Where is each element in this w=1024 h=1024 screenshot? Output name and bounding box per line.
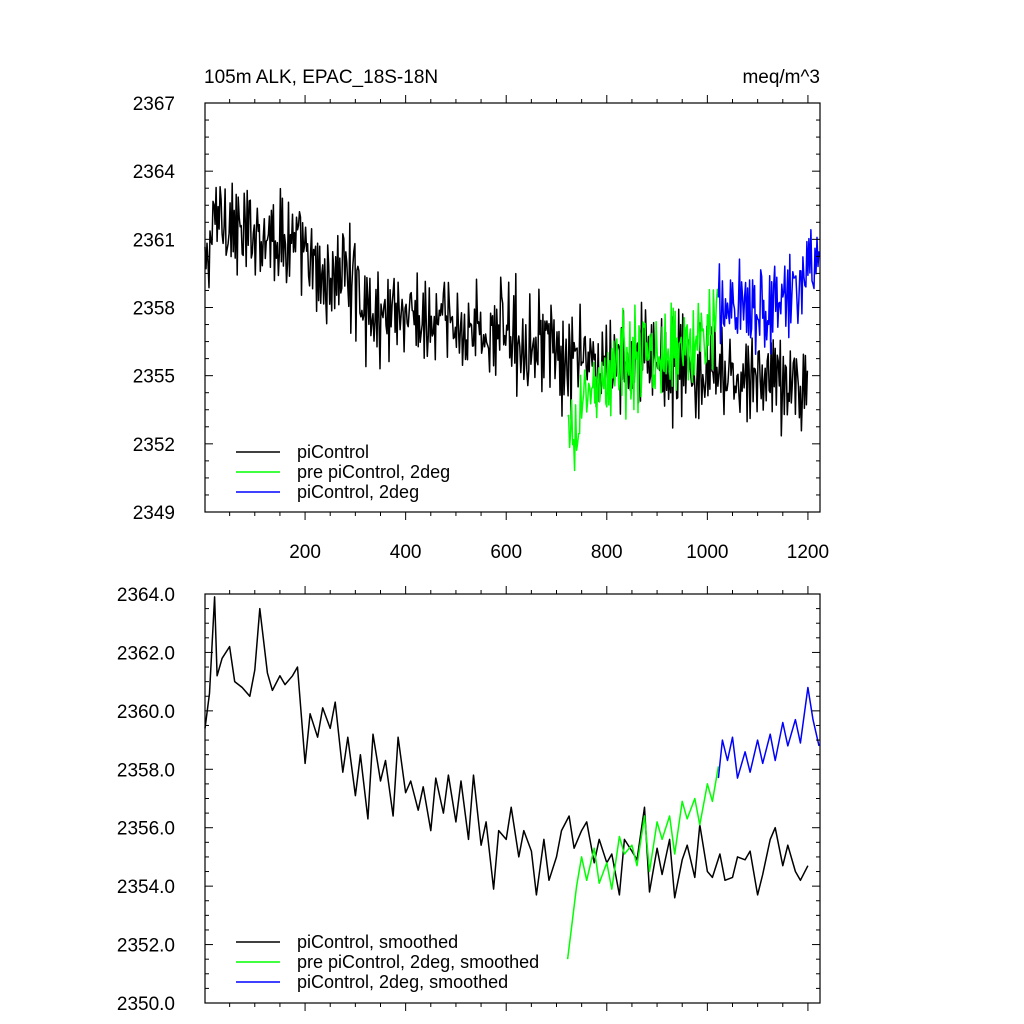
legend-label: pre piControl, 2deg xyxy=(297,462,450,482)
bottom-panel: 2350.0 2352.0 2354.0 2356.0 2358.0 2360.0 2362… xyxy=(117,585,821,1015)
legend-label: piControl xyxy=(297,442,369,462)
series-line-1 xyxy=(204,596,809,899)
series-lines xyxy=(204,182,820,472)
y-tick-label: 2367 xyxy=(133,94,175,115)
x-tick-label: 600 xyxy=(490,542,522,563)
series-lines xyxy=(204,596,820,960)
y-tick-label: 2360.0 xyxy=(117,702,175,723)
axis-tick-labels: 2350.0 2352.0 2354.0 2356.0 2358.0 2360.0 2362… xyxy=(117,585,175,1015)
y-tick-label: 2364.0 xyxy=(117,585,175,606)
series-line-3 xyxy=(717,228,820,356)
x-tick-label: 400 xyxy=(390,542,422,563)
legend-label: pre piControl, 2deg, smoothed xyxy=(297,952,539,972)
series-line-2 xyxy=(567,288,720,472)
y-tick-label: 2356.0 xyxy=(117,819,175,840)
y-tick-label: 2352.0 xyxy=(117,936,175,957)
chart-units: meq/m^3 xyxy=(742,67,820,88)
y-tick-label: 2349 xyxy=(133,503,175,524)
y-tick-label: 2358.0 xyxy=(117,760,175,781)
x-tick-label: 200 xyxy=(289,542,321,563)
y-tick-label: 2350.0 xyxy=(117,994,175,1015)
legend-label: piControl, 2deg xyxy=(297,482,419,502)
series-line-2 xyxy=(566,766,720,960)
x-tick-label: 800 xyxy=(591,542,623,563)
y-tick-label: 2354.0 xyxy=(117,877,175,898)
axis-tick-labels: 2349 2352 2355 2358 2361 2364 2367 200 400 600 800… xyxy=(133,94,829,563)
series-line-3 xyxy=(717,686,820,779)
y-tick-label: 2352 xyxy=(133,435,175,456)
y-tick-label: 2364 xyxy=(133,162,176,183)
top-panel: 105m ALK, EPAC_18S-18N meq/m^3 234923522… xyxy=(133,67,829,563)
x-tick-label: 1200 xyxy=(787,542,829,563)
axis-ticks xyxy=(205,586,820,1011)
legend-label: piControl, smoothed xyxy=(297,932,458,952)
legend-label: piControl, 2deg, smoothed xyxy=(297,972,508,992)
y-tick-label: 2361 xyxy=(133,230,175,251)
x-tick-label: 1000 xyxy=(686,542,728,563)
chart-title: 105m ALK, EPAC_18S-18N xyxy=(204,67,438,88)
axis-ticks xyxy=(205,95,820,520)
y-tick-label: 2362.0 xyxy=(117,643,175,664)
y-tick-label: 2358 xyxy=(133,299,175,320)
y-tick-label: 2355 xyxy=(133,367,175,388)
